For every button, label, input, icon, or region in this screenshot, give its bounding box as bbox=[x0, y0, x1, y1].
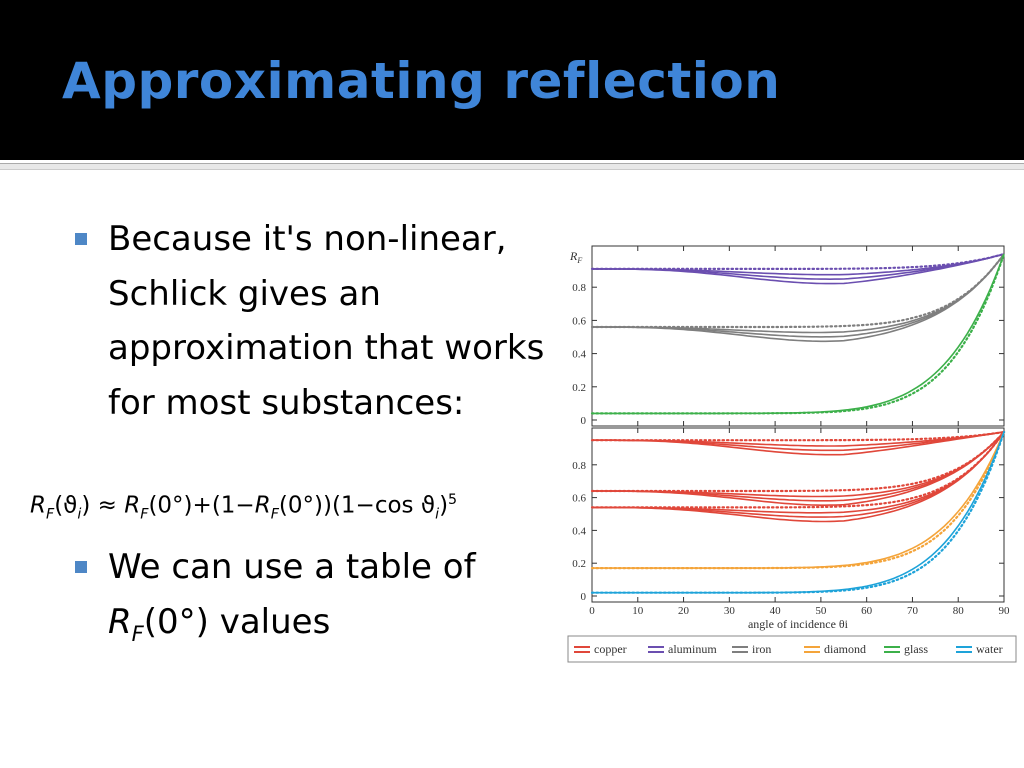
x-tick-label: 70 bbox=[907, 605, 919, 617]
y-tick-label: 0.8 bbox=[572, 460, 586, 472]
copper-exact-curve bbox=[592, 431, 1005, 447]
plot-frame bbox=[591, 427, 1005, 603]
formula-text: ) bbox=[81, 492, 91, 519]
legend-box bbox=[567, 635, 1017, 663]
x-tick-label: 20 bbox=[678, 605, 690, 617]
y-axis-label-sub: F bbox=[576, 256, 582, 265]
legend-label: diamond bbox=[824, 642, 866, 656]
formula-subscript: F bbox=[270, 506, 279, 523]
copper-exact-curve bbox=[592, 431, 1005, 506]
legend-label: iron bbox=[752, 642, 771, 656]
copper-schlick-curve bbox=[590, 430, 1006, 442]
y-tick-label: 0.2 bbox=[572, 558, 586, 570]
x-tick-label: 0 bbox=[589, 605, 595, 617]
bullet-square-icon bbox=[75, 233, 87, 245]
copper-exact-curve bbox=[592, 431, 1005, 523]
x-tick-label: 50 bbox=[815, 605, 827, 617]
y-tick-label: 0.6 bbox=[572, 315, 586, 327]
y-axis-label: RF bbox=[569, 249, 582, 265]
formula-text: (0°) bbox=[148, 492, 193, 519]
formula-symbol: R bbox=[30, 492, 46, 519]
formula-exponent: 5 bbox=[448, 492, 458, 508]
y-tick-label: 0.6 bbox=[572, 493, 586, 505]
schlick-formula: RF(ϑi) ≈ RF(0°)+(1−RF(0°))(1−cos ϑi)5 bbox=[30, 492, 457, 522]
bullet-text: Because it's non-linear, Schlick gives a… bbox=[108, 219, 545, 423]
fresnel-reflectance-figure: 0 0.2 0.4 0.6 0.8 RF 0 0.2 0.4 0.6 0.8 0 10 20 30 40 50… bbox=[567, 245, 1017, 663]
copper-schlick-curve bbox=[590, 430, 1006, 509]
legend-label: glass bbox=[904, 642, 928, 656]
y-tick-label: 0.8 bbox=[572, 282, 586, 294]
copper-exact-curve bbox=[592, 431, 1005, 456]
y-tick-label: 0 bbox=[581, 591, 587, 603]
y-tick-label: 0 bbox=[581, 415, 587, 427]
formula-subscript: F bbox=[140, 506, 149, 523]
y-tick-label: 0.4 bbox=[572, 349, 586, 361]
aluminum-exact-curve bbox=[592, 253, 1005, 281]
rf-symbol: R bbox=[108, 601, 132, 642]
y-tick-label: 0.2 bbox=[572, 382, 586, 394]
slide-title: Approximating reflection bbox=[62, 52, 781, 110]
formula-symbol: R bbox=[254, 492, 271, 519]
formula-text: (1−cos ϑ bbox=[331, 492, 436, 519]
plot-frame bbox=[591, 245, 1005, 427]
legend-label: water bbox=[976, 642, 1003, 656]
formula-subscript: i bbox=[77, 506, 82, 523]
formula-text: (0°)) bbox=[278, 492, 332, 519]
x-tick-label: 90 bbox=[999, 605, 1011, 617]
aluminum-schlick-curve bbox=[590, 252, 1006, 270]
x-tick-label: 80 bbox=[953, 605, 965, 617]
bullet2-prefix: We can use a table of bbox=[108, 547, 476, 587]
formula-text: +(1− bbox=[192, 492, 255, 519]
water-schlick-curve bbox=[590, 430, 1006, 594]
bullet2-suffix: (0°) values bbox=[143, 601, 331, 642]
title-divider bbox=[0, 163, 1024, 170]
bottom-chart-panel: 0 0.2 0.4 0.6 0.8 0 10 20 30 40 50 60 70 80 90 angle of… bbox=[572, 427, 1011, 631]
glass-schlick-curve bbox=[590, 252, 1006, 415]
y-tick-label: 0.4 bbox=[572, 525, 586, 537]
formula-text: (ϑ bbox=[54, 492, 78, 519]
x-tick-label: 60 bbox=[861, 605, 873, 617]
aluminum-exact-curve bbox=[592, 253, 1005, 285]
legend-label: aluminum bbox=[668, 642, 717, 656]
rf-subscript: F bbox=[131, 620, 144, 646]
bullet-square-icon bbox=[75, 561, 87, 573]
formula-subscript: F bbox=[45, 506, 55, 523]
formula-symbol: R bbox=[124, 492, 141, 519]
iron-exact-curve bbox=[592, 253, 1005, 343]
title-bar bbox=[0, 0, 1024, 160]
x-tick-label: 10 bbox=[632, 605, 644, 617]
chart-legend: copper aluminum iron diamond glass water bbox=[567, 635, 1017, 663]
formula-text: ) bbox=[439, 492, 449, 519]
copper-schlick-curve bbox=[590, 430, 1006, 493]
legend-label: copper bbox=[594, 642, 627, 656]
diamond-schlick-curve bbox=[590, 430, 1006, 570]
top-chart-panel: 0 0.2 0.4 0.6 0.8 RF bbox=[569, 245, 1006, 427]
iron-schlick-curve bbox=[590, 252, 1006, 329]
formula-text: ≈ bbox=[90, 492, 125, 519]
x-axis-label: angle of incidence θi bbox=[748, 617, 849, 631]
x-tick-label: 30 bbox=[724, 605, 736, 617]
bullet-text-2: We can use a table of RF(0°) values bbox=[108, 540, 548, 661]
formula-subscript: i bbox=[435, 506, 440, 523]
x-tick-label: 40 bbox=[770, 605, 782, 617]
